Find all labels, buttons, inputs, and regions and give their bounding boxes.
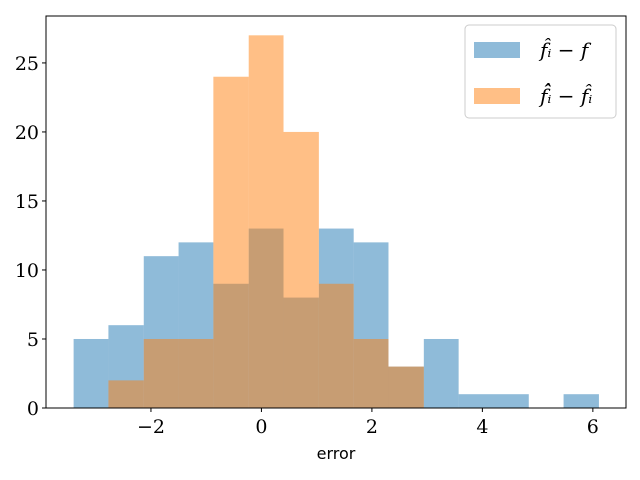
histogram-bar-series-1-bin-12 — [458, 394, 494, 408]
histogram-bar-series-2-bin-3 — [178, 338, 214, 408]
histogram-bar-series-2-bin-8 — [353, 338, 389, 408]
y-tick-label: 20 — [15, 122, 39, 144]
plot-area-frame — [45, 15, 627, 409]
x-tick-label: 4 — [476, 416, 488, 438]
y-axis-ticks: 0 5 10 15 20 25 — [15, 53, 46, 420]
y-tick-label: 5 — [27, 329, 39, 351]
histogram-bar-series-2-bin-6 — [283, 131, 319, 408]
legend-swatch-series-1 — [474, 42, 520, 58]
histogram-bar-series-1-bin-1 — [73, 338, 109, 408]
y-tick-label: 0 — [27, 398, 39, 420]
histogram-bar-series-1-bin-15 — [563, 394, 599, 408]
x-axis-ticks: −2 0 2 4 6 — [137, 408, 599, 438]
histogram-bar-series-1-bin-13 — [493, 394, 529, 408]
x-tick-label: −2 — [137, 416, 165, 438]
legend: f̂ᵢ − f f̂̂ᵢ − f̂ᵢ — [464, 24, 617, 119]
y-tick-label: 25 — [15, 53, 39, 75]
y-tick-label: 10 — [15, 260, 39, 282]
histogram-bar-series-2-bin-1 — [108, 380, 144, 408]
legend-label-series-1: f̂ᵢ − f — [538, 38, 592, 62]
x-tick-label: 0 — [255, 416, 267, 438]
histogram-bar-series-2-bin-5 — [248, 35, 284, 408]
histogram-bars — [73, 35, 599, 408]
histogram-bar-series-2-bin-9 — [388, 366, 424, 408]
x-tick-label: 6 — [587, 416, 599, 438]
legend-label-series-2: f̂̂ᵢ − f̂ᵢ — [538, 82, 593, 108]
y-tick-label: 15 — [15, 191, 39, 213]
histogram-bar-series-1-bin-11 — [423, 338, 459, 408]
x-tick-label: 2 — [366, 416, 378, 438]
histogram-bar-series-2-bin-4 — [213, 76, 249, 408]
x-axis-label: error — [317, 444, 356, 463]
histogram-bar-series-2-bin-7 — [318, 283, 354, 408]
legend-swatch-series-2 — [474, 88, 520, 104]
histogram-bar-series-2-bin-2 — [143, 338, 179, 408]
